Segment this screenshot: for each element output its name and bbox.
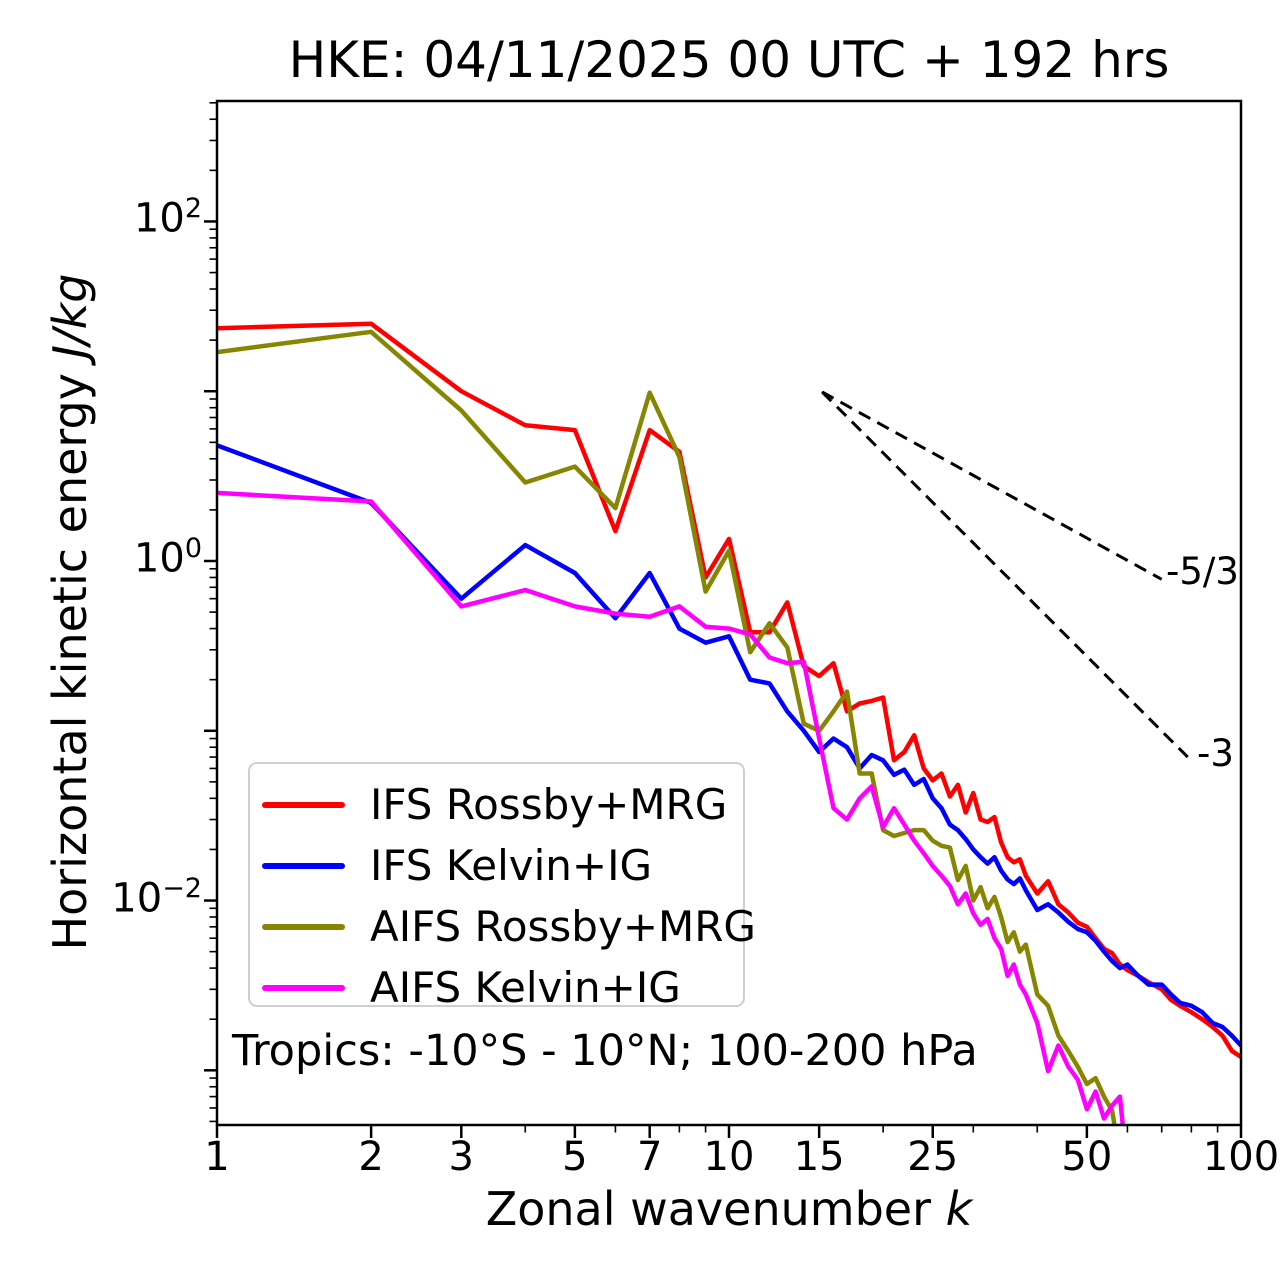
x-tick-label-50: 50 — [1061, 1134, 1113, 1180]
slope-label-5-3: -5/3 — [1166, 550, 1239, 593]
reference-line--3 — [821, 390, 1189, 759]
legend-label: AIFS Kelvin+IG — [370, 963, 681, 1012]
slope-label-3: -3 — [1197, 732, 1234, 775]
y-tick-label-1e0: 100 — [133, 533, 202, 582]
x-axis-label-symbol: k — [945, 1182, 973, 1236]
legend-line-sample — [262, 984, 345, 991]
x-tick-label-2: 2 — [358, 1134, 384, 1180]
legend-item-ifs-rossby-mrg: IFS Rossby+MRG — [250, 774, 743, 835]
legend-item-aifs-rossby-mrg: AIFS Rossby+MRG — [250, 896, 756, 957]
legend-item-ifs-kelvin-ig: IFS Kelvin+IG — [250, 835, 743, 896]
reference-line--5/3 — [821, 390, 1163, 581]
legend-line-sample — [262, 862, 345, 869]
legend-label: AIFS Rossby+MRG — [370, 902, 756, 951]
legend-item-aifs-kelvin-ig: AIFS Kelvin+IG — [250, 957, 743, 1018]
y-axis-label-text: Horizontal kinetic energy — [43, 358, 97, 951]
region-annotation: Tropics: -10°S - 10°N; 100-200 hPa — [232, 1026, 978, 1076]
legend-line-sample — [262, 801, 345, 808]
y-axis-label-symbol: J/kg — [43, 273, 97, 359]
series-line-ifs-kelvin-ig — [217, 443, 1241, 1048]
y-axis-label: Horizontal kinetic energy J/kg — [43, 274, 97, 951]
legend-label: IFS Rossby+MRG — [370, 780, 728, 829]
reference-slope-lines — [821, 390, 1189, 759]
legend: IFS Rossby+MRG IFS Kelvin+IG AIFS Rossby+M… — [248, 762, 756, 1012]
x-tick-label-3: 3 — [448, 1134, 475, 1180]
x-tick-label-7: 7 — [636, 1134, 663, 1180]
page-title: HKE: 04/11/2025 00 UTC + 192 hrs — [288, 31, 1170, 89]
x-tick-label-100: 100 — [1202, 1134, 1280, 1180]
x-tick-label-10: 10 — [703, 1134, 755, 1180]
x-tick-label-1: 1 — [204, 1134, 230, 1180]
plot-border — [215, 99, 1243, 1127]
series-line-aifs-rossby-mrg — [217, 329, 1117, 1125]
x-tick-label-25: 25 — [907, 1134, 959, 1180]
x-tick-label-5: 5 — [562, 1134, 588, 1180]
x-tick-label-15: 15 — [793, 1134, 845, 1180]
series-line-aifs-kelvin-ig — [217, 490, 1126, 1125]
y-tick-label-1e-2: 10−2 — [111, 872, 202, 921]
x-axis-label: Zonal wavenumber k — [217, 1182, 1241, 1236]
data-series-lines — [217, 321, 1241, 1125]
y-tick-label-1e2: 102 — [133, 193, 202, 242]
legend-line-sample — [262, 923, 345, 930]
legend-label: IFS Kelvin+IG — [370, 841, 653, 890]
x-axis-label-text: Zonal wavenumber — [485, 1182, 946, 1236]
